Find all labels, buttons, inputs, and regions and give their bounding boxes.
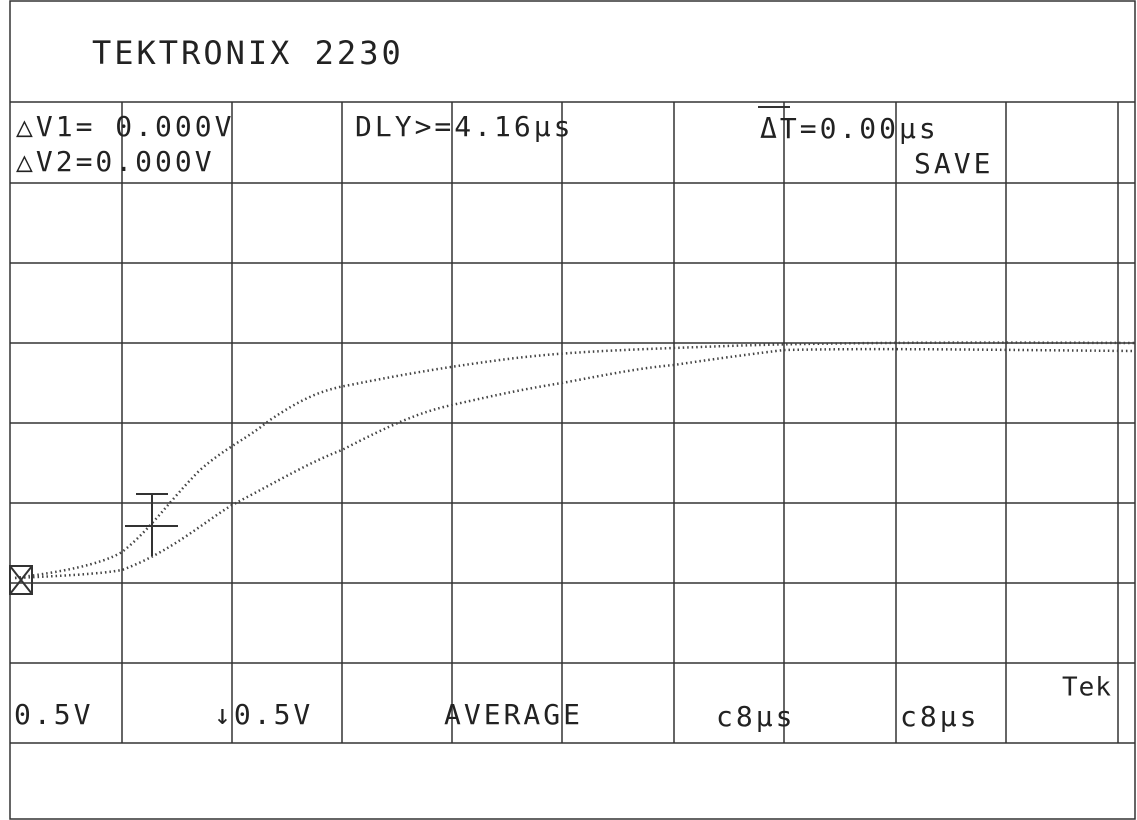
marker-box	[9, 565, 33, 595]
cursor	[125, 493, 178, 556]
readout-mode: SAVE	[914, 147, 993, 180]
brand: Tek	[1062, 673, 1112, 703]
trace-lower	[14, 347, 1136, 580]
marker-diag	[9, 565, 33, 595]
timebase-a: c8µs	[716, 700, 795, 733]
graticule	[10, 101, 1135, 744]
traces	[14, 341, 1136, 580]
trace-upper	[14, 341, 1136, 580]
ch1-scale: 0.5V	[14, 698, 93, 731]
readout-delta-t: ΔT=0.00µs	[760, 112, 939, 145]
readout-dv2: △V2=0.000V	[16, 145, 215, 178]
readout-dv1: △V1= 0.000V	[16, 110, 234, 143]
timebase-b: c8µs	[900, 700, 979, 733]
title: TEKTRONIX 2230	[92, 34, 404, 72]
ch2-scale: ↓0.5V	[214, 698, 313, 731]
ground-marker	[9, 565, 33, 595]
frame	[9, 0, 1136, 820]
acquisition-mode: AVERAGE	[444, 698, 583, 731]
readout-delay: DLY>=4.16µs	[355, 110, 573, 143]
